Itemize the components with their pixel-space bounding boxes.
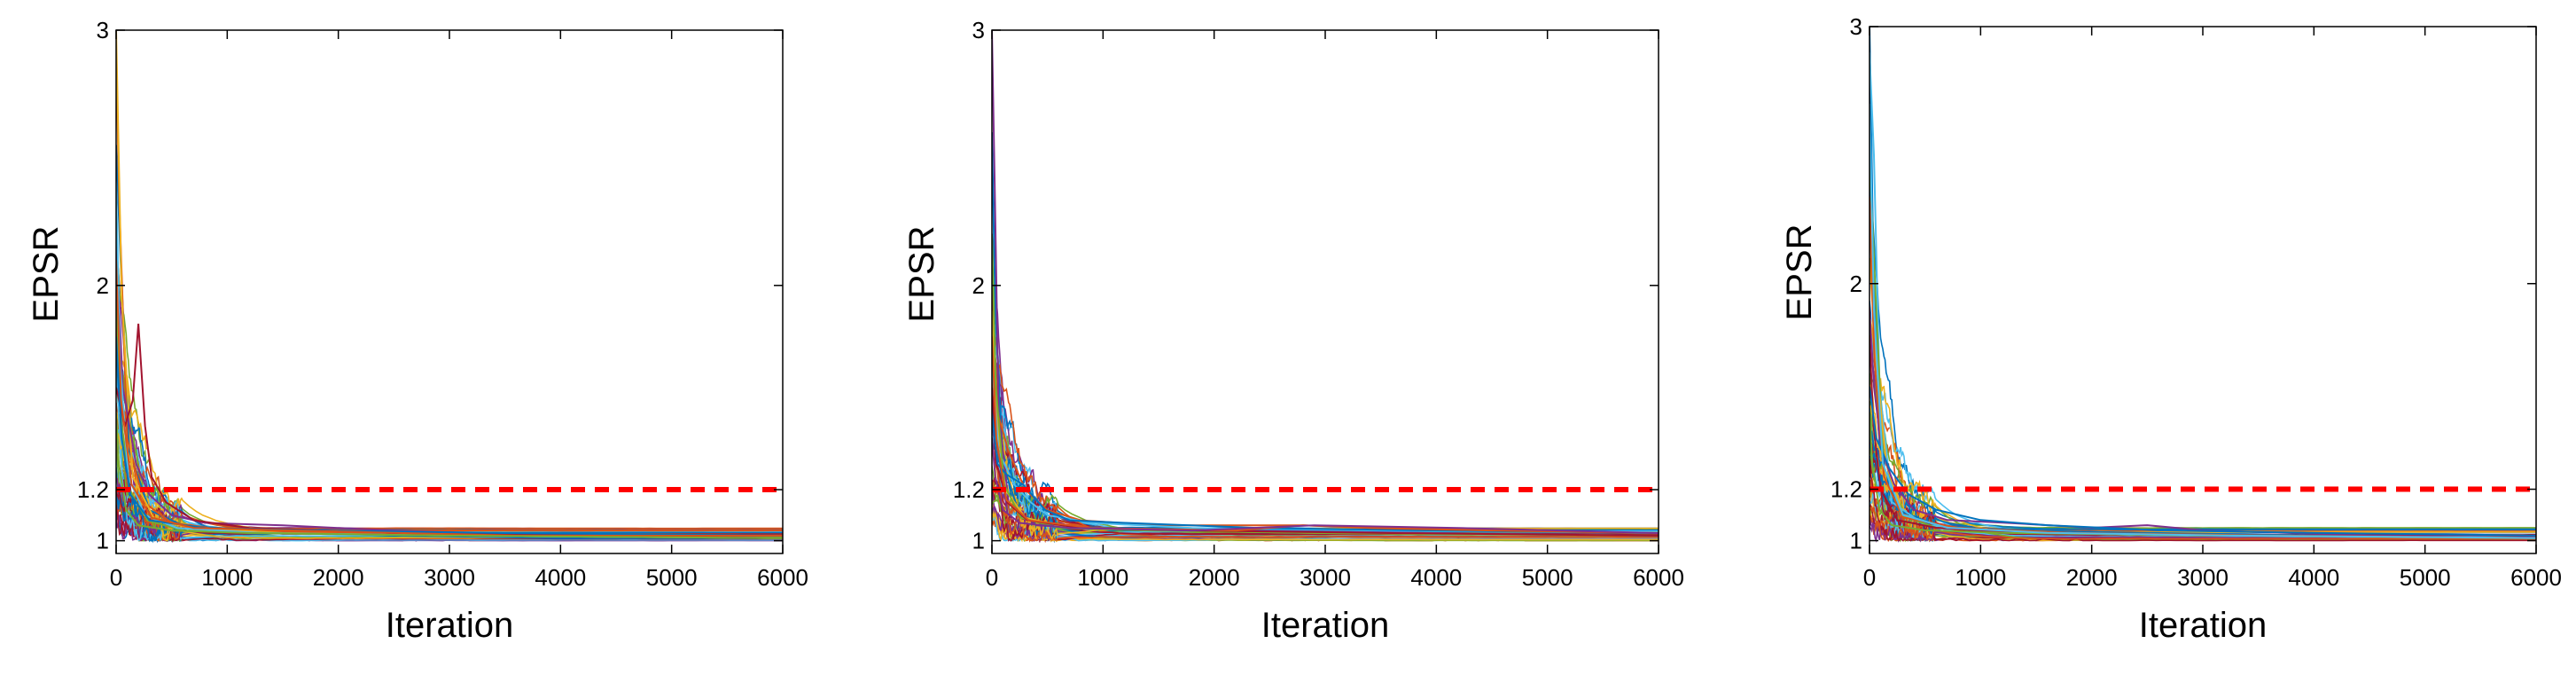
x-tick-label: 4000 bbox=[2288, 564, 2339, 591]
x-axis-title: Iteration bbox=[386, 606, 514, 645]
x-tick-label: 4000 bbox=[1410, 564, 1462, 591]
y-tick-label: 1 bbox=[97, 528, 109, 554]
x-axis-title: Iteration bbox=[2139, 606, 2268, 645]
x-tick-label: 5000 bbox=[646, 564, 698, 591]
x-tick-label: 5000 bbox=[1522, 564, 1573, 591]
y-axis-title: EPSR bbox=[902, 226, 941, 323]
x-tick-label: 2000 bbox=[313, 564, 364, 591]
series-line-9 bbox=[116, 259, 783, 537]
x-axis-title: Iteration bbox=[1261, 606, 1390, 645]
x-tick-label: 0 bbox=[986, 564, 998, 591]
x-tick-label: 3000 bbox=[1300, 564, 1351, 591]
x-tick-label: 1000 bbox=[1077, 564, 1128, 591]
x-tick-label: 1000 bbox=[201, 564, 253, 591]
x-tick-label: 3000 bbox=[2177, 564, 2229, 591]
bundle-line bbox=[1870, 464, 2536, 542]
x-tick-label: 2000 bbox=[1189, 564, 1240, 591]
y-axis-title: EPSR bbox=[27, 226, 66, 323]
x-tick-label: 6000 bbox=[2510, 564, 2562, 591]
y-axis-title: EPSR bbox=[1780, 224, 1819, 321]
x-tick-label: 0 bbox=[110, 564, 122, 591]
y-tick-label: 1.2 bbox=[953, 476, 985, 503]
x-tick-label: 6000 bbox=[1633, 564, 1684, 591]
chart-panel-1: 1 1.2 2 3 0 1000 2000 3000 4000 5000 6000 Iteration… bbox=[27, 17, 808, 645]
series-line-10 bbox=[1870, 103, 2536, 539]
x-tick-label: 4000 bbox=[535, 564, 586, 591]
y-tick-label: 3 bbox=[97, 17, 109, 43]
bundle-line bbox=[992, 511, 1659, 543]
y-tick-label: 2 bbox=[97, 272, 109, 299]
series-line-10 bbox=[116, 412, 783, 539]
series-group bbox=[116, 30, 783, 544]
y-tick-label: 1.2 bbox=[77, 476, 109, 503]
y-tick-label: 2 bbox=[1850, 271, 1862, 297]
y-tick-label: 1 bbox=[972, 528, 985, 554]
y-tick-label: 1.2 bbox=[1831, 476, 1862, 503]
x-tick-label: 3000 bbox=[424, 564, 475, 591]
chart-panel-2: 1 1.2 2 3 0 1000 2000 3000 4000 5000 6000 Iteration… bbox=[902, 17, 1684, 645]
x-tick-label: 2000 bbox=[2066, 564, 2118, 591]
x-tick-label: 5000 bbox=[2400, 564, 2451, 591]
x-tick-label: 1000 bbox=[1955, 564, 2006, 591]
x-tick-label: 0 bbox=[1863, 564, 1876, 591]
y-tick-label: 1 bbox=[1850, 528, 1862, 554]
series-group bbox=[1870, 27, 2536, 543]
bundle-line bbox=[116, 374, 783, 542]
y-tick-label: 3 bbox=[1850, 13, 1862, 40]
chart-panel-3: 1 1.2 2 3 0 1000 2000 3000 4000 5000 6000 Iteration… bbox=[1780, 13, 2562, 645]
y-tick-label: 2 bbox=[972, 272, 985, 299]
y-tick-label: 3 bbox=[972, 17, 985, 43]
bundle-line bbox=[992, 361, 1659, 542]
x-tick-label: 6000 bbox=[757, 564, 808, 591]
